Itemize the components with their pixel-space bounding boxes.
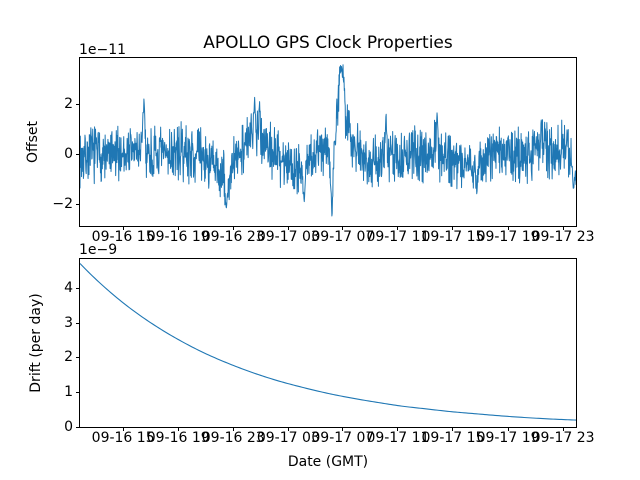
y-tick-mark xyxy=(76,357,80,359)
x-tick-label: 09-16 23 xyxy=(201,229,265,245)
y-tick-mark xyxy=(76,287,80,289)
x-tick-label: 09-17 07 xyxy=(311,229,375,245)
y-tick-label: 0 xyxy=(64,418,73,435)
x-tick-mark xyxy=(397,427,399,431)
y-tick-label: 2 xyxy=(64,96,73,112)
x-tick-label: 09-17 19 xyxy=(476,229,540,245)
x-tick-mark xyxy=(287,427,289,431)
x-axis-label: Date (GMT) xyxy=(287,454,369,470)
x-tick-mark xyxy=(342,427,344,431)
y-tick-label: 1 xyxy=(64,383,73,400)
x-tick-mark xyxy=(122,226,124,230)
x-tick-label: 09-16 15 xyxy=(91,430,155,446)
x-tick-mark xyxy=(122,427,124,431)
offset-series-line xyxy=(80,64,576,217)
y-tick-mark xyxy=(76,391,80,393)
drift-plot xyxy=(79,258,577,428)
y-tick-mark xyxy=(76,322,80,324)
x-tick-mark xyxy=(177,427,179,431)
y-tick-label: 3 xyxy=(64,314,73,331)
x-tick-label: 09-17 03 xyxy=(256,229,320,245)
y-tick-mark xyxy=(76,204,80,205)
y-tick-mark xyxy=(76,426,80,428)
drift-series-line xyxy=(80,263,576,421)
x-tick-mark xyxy=(232,427,234,431)
y-tick-mark xyxy=(76,104,80,105)
x-tick-mark xyxy=(562,226,564,230)
chart-title: APOLLO GPS Clock Properties xyxy=(203,33,453,53)
x-tick-mark xyxy=(232,226,234,230)
x-tick-mark xyxy=(177,226,179,230)
x-tick-label: 09-16 19 xyxy=(146,430,210,446)
x-tick-mark xyxy=(507,427,509,431)
y-tick-mark xyxy=(76,154,80,155)
y-tick-label: 4 xyxy=(64,279,73,296)
offset-plot xyxy=(79,57,577,227)
x-tick-label: 09-17 23 xyxy=(531,229,595,245)
y-tick-label: 2 xyxy=(64,349,73,366)
x-tick-mark xyxy=(287,226,289,230)
x-tick-label: 09-16 19 xyxy=(146,229,210,245)
y-tick-label: 0 xyxy=(64,146,73,162)
x-tick-label: 09-17 07 xyxy=(311,430,375,446)
x-tick-mark xyxy=(452,226,454,230)
x-tick-label: 09-17 15 xyxy=(421,430,485,446)
x-tick-label: 09-16 15 xyxy=(91,229,155,245)
drift-scale-text: 1e−9 xyxy=(79,242,118,258)
x-tick-mark xyxy=(507,226,509,230)
x-tick-mark xyxy=(342,226,344,230)
x-tick-label: 09-17 11 xyxy=(366,229,430,245)
y-tick-label: −2 xyxy=(52,196,73,212)
x-tick-label: 09-17 23 xyxy=(531,430,595,446)
x-tick-mark xyxy=(452,427,454,431)
x-tick-mark xyxy=(562,427,564,431)
drift-ylabel: Drift (per day) xyxy=(28,293,44,393)
offset-scale-text: 1e−11 xyxy=(79,42,127,58)
x-tick-label: 09-17 03 xyxy=(256,430,320,446)
x-tick-label: 09-17 11 xyxy=(366,430,430,446)
x-tick-label: 09-17 19 xyxy=(476,430,540,446)
x-tick-label: 09-17 15 xyxy=(421,229,485,245)
x-tick-label: 09-16 23 xyxy=(201,430,265,446)
x-tick-mark xyxy=(397,226,399,230)
